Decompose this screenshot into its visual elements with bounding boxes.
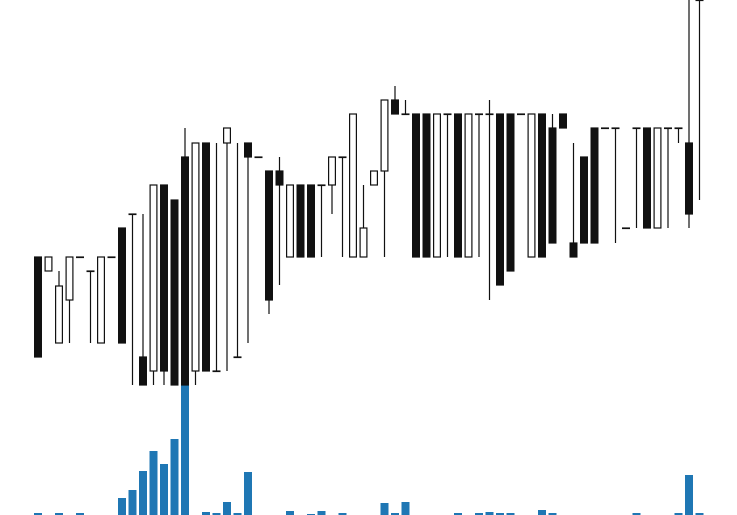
candle-body xyxy=(454,113,463,258)
volume-bar xyxy=(76,513,84,515)
candle-body xyxy=(107,256,116,259)
candle-body xyxy=(632,127,641,130)
candle-body xyxy=(391,99,400,115)
candle-body xyxy=(401,113,410,116)
candle-body xyxy=(464,113,473,258)
candle-body xyxy=(54,285,63,344)
volume-bar xyxy=(55,513,63,515)
volume-bar xyxy=(685,475,693,515)
volume-bar xyxy=(401,502,410,515)
candle-body xyxy=(244,142,253,158)
candle-body xyxy=(548,127,557,244)
candle-body xyxy=(653,127,662,229)
volume-bar xyxy=(506,513,515,515)
candle-body xyxy=(160,184,169,372)
candle-body xyxy=(621,227,630,230)
candle-body xyxy=(443,113,452,116)
volume-bar xyxy=(695,513,704,515)
volume-bar xyxy=(118,498,126,515)
volume-bar xyxy=(202,512,210,515)
volume-bar xyxy=(170,439,179,515)
candle-body xyxy=(600,127,609,130)
candle-body xyxy=(307,184,316,258)
candle-body xyxy=(86,270,95,273)
candle-body xyxy=(181,156,190,386)
volume-bar xyxy=(485,512,494,515)
candle-body xyxy=(558,113,567,129)
candle-body xyxy=(349,113,358,258)
candle-body xyxy=(642,127,651,229)
volume-bar xyxy=(139,471,147,515)
candle-body xyxy=(674,127,683,130)
volume-bar xyxy=(34,513,42,515)
candle-body xyxy=(117,227,126,344)
volume-bar xyxy=(548,513,557,515)
candle-body xyxy=(412,113,421,258)
candle-body xyxy=(223,127,232,144)
candle-body xyxy=(695,0,704,2)
volume-bar xyxy=(674,513,683,515)
candle-body xyxy=(65,256,74,301)
candle-body xyxy=(496,113,505,286)
volume-bar xyxy=(181,385,189,515)
volume-bar xyxy=(317,511,326,515)
candle-body xyxy=(338,156,347,159)
candle-body xyxy=(380,99,389,172)
candle-body xyxy=(506,113,515,272)
volume-bar xyxy=(212,513,221,515)
volume-bar xyxy=(380,503,389,515)
candle-body xyxy=(663,127,672,130)
candle-body xyxy=(516,113,525,116)
candle-body xyxy=(75,256,84,259)
candle-body xyxy=(370,170,379,186)
candle-body xyxy=(590,127,599,244)
candle-body xyxy=(149,184,158,372)
candle-body xyxy=(265,170,274,301)
candle-body xyxy=(475,113,484,116)
volume-bar xyxy=(149,451,158,515)
volume-bar xyxy=(286,511,294,515)
candle-body xyxy=(96,256,105,344)
volume-bar xyxy=(454,513,462,515)
candle-body xyxy=(422,113,431,258)
candle-body xyxy=(569,242,578,258)
candle-body xyxy=(579,156,588,244)
candle-body xyxy=(296,184,305,258)
candle-body xyxy=(44,256,53,272)
volume-bar xyxy=(233,513,242,515)
volume-bar xyxy=(223,502,231,515)
candle-body xyxy=(485,113,494,116)
candle-body xyxy=(139,356,148,386)
candle-body xyxy=(170,199,179,386)
candle-body xyxy=(202,142,211,372)
volume-bar xyxy=(391,513,399,515)
candle-body xyxy=(275,170,284,186)
candle-body xyxy=(128,213,137,216)
candle-body xyxy=(286,184,295,258)
candle-body xyxy=(212,370,221,373)
volume-bar xyxy=(475,513,483,515)
volume-bar xyxy=(160,464,168,515)
candle-body xyxy=(191,142,200,372)
volume-bar xyxy=(538,510,546,515)
volume-bar xyxy=(496,513,504,515)
volume-bar xyxy=(338,513,347,515)
candle-body xyxy=(359,227,368,258)
candle-body xyxy=(233,356,242,359)
volume-bar xyxy=(244,472,252,515)
candle-body xyxy=(254,156,263,159)
candle-body xyxy=(527,113,536,258)
candle-body xyxy=(317,184,326,187)
candle-body xyxy=(537,113,546,258)
volume-bar xyxy=(632,513,641,515)
candle-body xyxy=(433,113,442,258)
volume-bar xyxy=(128,490,137,515)
candle-body xyxy=(684,142,693,215)
candle-body xyxy=(33,256,42,358)
candle-body xyxy=(611,127,620,130)
candle-body xyxy=(328,156,337,186)
